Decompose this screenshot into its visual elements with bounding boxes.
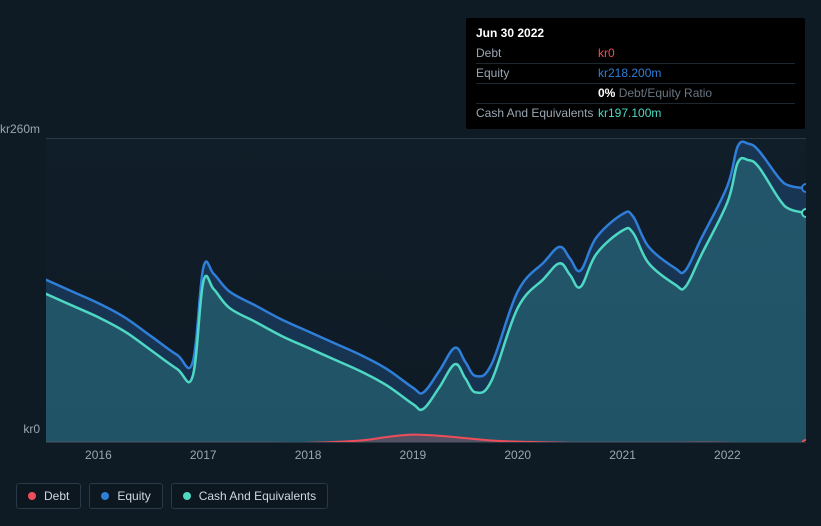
legend-item-equity[interactable]: Equity (89, 483, 162, 509)
tooltip-row-equity: Equity kr218.200m (476, 64, 795, 84)
legend-label: Cash And Equivalents (199, 489, 316, 503)
x-tick: 2017 (190, 448, 217, 462)
legend-dot (183, 492, 191, 500)
x-tick: 2022 (714, 448, 741, 462)
tooltip-ratio: 0% Debt/Equity Ratio (598, 84, 795, 104)
legend: Debt Equity Cash And Equivalents (16, 483, 328, 509)
legend-item-cash[interactable]: Cash And Equivalents (171, 483, 328, 509)
x-tick: 2019 (400, 448, 427, 462)
x-tick: 2018 (295, 448, 322, 462)
tooltip-label: Equity (476, 64, 598, 84)
legend-item-debt[interactable]: Debt (16, 483, 81, 509)
plot-region[interactable] (46, 138, 806, 443)
chart-area: kr260m kr0 2016201720182019202020212022 (16, 120, 806, 500)
hover-marker (801, 439, 806, 443)
chart-container: Jun 30 2022 Debt kr0 Equity kr218.200m 0… (0, 0, 821, 526)
chart-svg (46, 139, 806, 443)
y-axis-max: kr260m (0, 122, 40, 136)
x-tick: 2020 (504, 448, 531, 462)
hover-marker (801, 183, 806, 193)
tooltip-value: kr218.200m (598, 64, 795, 84)
legend-label: Debt (44, 489, 69, 503)
tooltip-label: Debt (476, 44, 598, 64)
tooltip-date: Jun 30 2022 (476, 25, 795, 42)
x-tick: 2021 (609, 448, 636, 462)
x-axis: 2016 2017 2018 2019 2020 2021 2022 (46, 448, 806, 470)
x-tick: 2016 (85, 448, 112, 462)
hover-marker (801, 208, 806, 218)
tooltip-row-ratio: 0% Debt/Equity Ratio (476, 84, 795, 104)
tooltip-row-debt: Debt kr0 (476, 44, 795, 64)
chart-tooltip: Jun 30 2022 Debt kr0 Equity kr218.200m 0… (466, 18, 805, 129)
legend-dot (28, 492, 36, 500)
tooltip-label (476, 84, 598, 104)
tooltip-table: Debt kr0 Equity kr218.200m 0% Debt/Equit… (476, 44, 795, 123)
y-axis-min: kr0 (0, 422, 40, 436)
tooltip-value: kr0 (598, 44, 795, 64)
legend-dot (101, 492, 109, 500)
legend-label: Equity (117, 489, 150, 503)
